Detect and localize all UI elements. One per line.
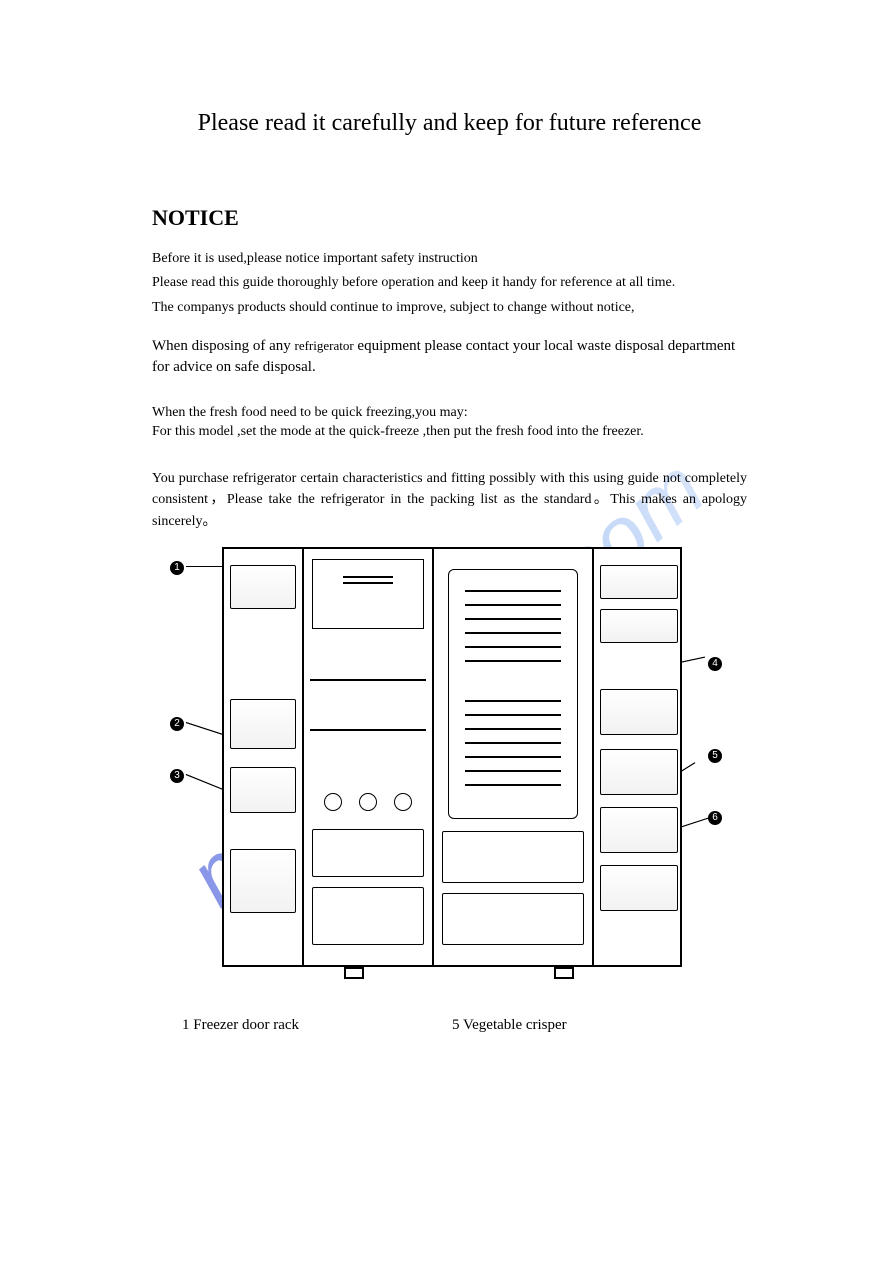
knob-icon (394, 793, 412, 811)
crisper-drawer (442, 893, 584, 945)
door-rack (600, 807, 678, 853)
door-rack (230, 767, 296, 813)
door-rack (600, 865, 678, 911)
left-door (224, 549, 304, 965)
callout-4: 4 (708, 655, 722, 671)
callout-1: 1 (170, 559, 184, 575)
callout-2: 2 (170, 715, 184, 731)
intro-paragraph: Before it is used,please notice importan… (152, 249, 747, 318)
callout-3: 3 (170, 767, 184, 783)
cooling-grille (448, 569, 578, 819)
shelf (310, 679, 426, 681)
foot-icon (554, 967, 574, 979)
crisper-drawer (442, 831, 584, 883)
knob-icon (324, 793, 342, 811)
disposal-paragraph: When disposing of any refrigerator equip… (152, 336, 747, 378)
bullet-icon: 2 (170, 717, 184, 731)
drawer (312, 829, 424, 877)
refrigerator-diagram: 1 2 3 4 5 6 (152, 547, 747, 987)
quick-freeze-line-1: When the fresh food need to be quick fre… (152, 404, 747, 423)
refrigerator-word: refrigerator (294, 338, 353, 353)
door-rack (600, 749, 678, 795)
fridge-compartment (434, 549, 594, 965)
apology-paragraph: You purchase refrigerator certain charac… (152, 468, 747, 533)
document-page: Please read it carefully and keep for fu… (152, 110, 747, 1034)
door-rack (230, 565, 296, 609)
parts-legend: 1 Freezer door rack 5 Vegetable crisper (152, 1017, 747, 1034)
bullet-icon: 4 (708, 657, 722, 671)
bullet-icon: 5 (708, 749, 722, 763)
bullet-icon: 3 (170, 769, 184, 783)
top-vent-unit (312, 559, 424, 629)
drawer (312, 887, 424, 945)
fridge-outline (222, 547, 682, 967)
notice-heading: NOTICE (152, 205, 747, 231)
control-knobs (316, 787, 420, 817)
legend-item-5: 5 Vegetable crisper (452, 1017, 567, 1034)
knob-icon (359, 793, 377, 811)
page-title: Please read it carefully and keep for fu… (152, 110, 747, 137)
callout-5: 5 (708, 747, 722, 763)
legend-item-1: 1 Freezer door rack (182, 1017, 452, 1034)
door-rack (600, 689, 678, 735)
bullet-icon: 1 (170, 561, 184, 575)
shelf (310, 729, 426, 731)
door-rack (230, 849, 296, 913)
intro-line-3: The companys products should continue to… (152, 298, 747, 318)
intro-line-1: Before it is used,please notice importan… (152, 249, 747, 269)
door-rack (600, 565, 678, 599)
right-door (594, 549, 684, 965)
quick-freeze-paragraph: When the fresh food need to be quick fre… (152, 404, 747, 442)
intro-line-2: Please read this guide thoroughly before… (152, 273, 747, 293)
freezer-compartment (304, 549, 434, 965)
foot-icon (344, 967, 364, 979)
door-rack (600, 609, 678, 643)
door-rack (230, 699, 296, 749)
quick-freeze-line-2: For this model ,set the mode at the quic… (152, 423, 747, 442)
